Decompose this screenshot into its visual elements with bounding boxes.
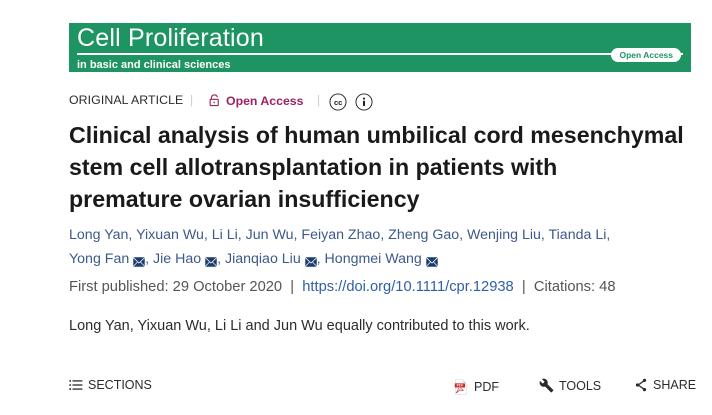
svg-text:cc: cc xyxy=(334,98,342,107)
svg-text:PDF: PDF xyxy=(457,384,464,388)
